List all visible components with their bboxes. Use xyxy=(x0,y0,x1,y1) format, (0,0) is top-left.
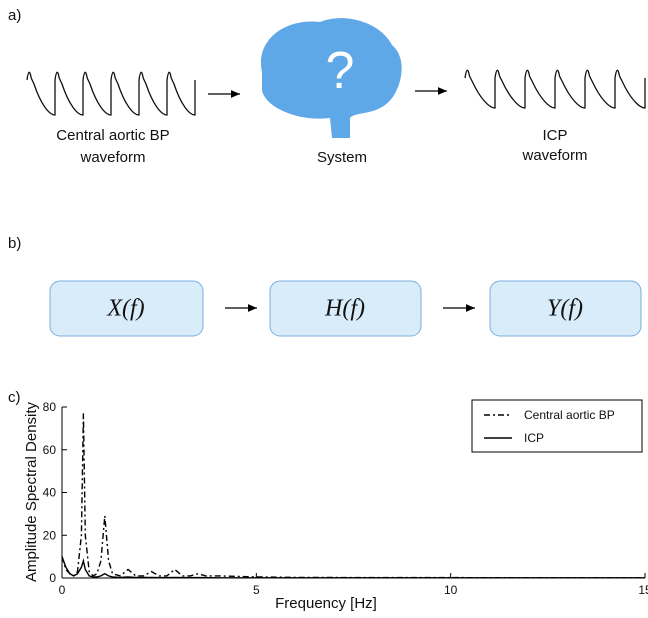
x-tick-label: 15 xyxy=(638,583,648,597)
y-tick-label: 80 xyxy=(43,400,57,414)
y-tick-label: 40 xyxy=(43,486,57,500)
legend-box xyxy=(471,399,643,453)
panel-label: c) xyxy=(8,389,21,406)
output-label: ICP xyxy=(542,127,567,144)
data-line xyxy=(61,413,645,579)
x-axis-label: Frequency [Hz] xyxy=(275,595,377,612)
box-label: X(f) xyxy=(106,296,144,322)
y-tick-label: 20 xyxy=(43,528,57,542)
box xyxy=(269,280,422,337)
panel-label: b) xyxy=(8,235,21,252)
y-tick-label: 60 xyxy=(43,443,57,457)
input-label: Central aortic BP xyxy=(56,127,169,144)
chart: Frequency [Hz] Amplitude Spectral Densit… xyxy=(23,401,377,612)
panel-label: a) xyxy=(8,7,21,24)
brain-symbol: ? xyxy=(326,42,355,100)
system-label: System xyxy=(317,149,367,166)
data-line xyxy=(61,556,645,579)
x-tick-label: 10 xyxy=(444,583,458,597)
brain-icon xyxy=(260,18,402,138)
x-tick-label: 5 xyxy=(253,583,260,597)
box-label: H(f) xyxy=(324,296,365,322)
output-label: waveform xyxy=(521,147,587,164)
output-waveform xyxy=(464,69,646,109)
input-label: waveform xyxy=(79,149,145,166)
y-tick-label: 0 xyxy=(49,571,56,585)
legend-label: ICP xyxy=(524,431,544,445)
box xyxy=(49,280,204,337)
legend-label: Central aortic BP xyxy=(524,408,615,422)
box-label: Y(f) xyxy=(547,296,583,322)
y-axis-label: Amplitude Spectral Density xyxy=(23,401,40,582)
box xyxy=(489,280,642,337)
x-tick-label: 0 xyxy=(59,583,66,597)
input-waveform xyxy=(26,71,196,116)
